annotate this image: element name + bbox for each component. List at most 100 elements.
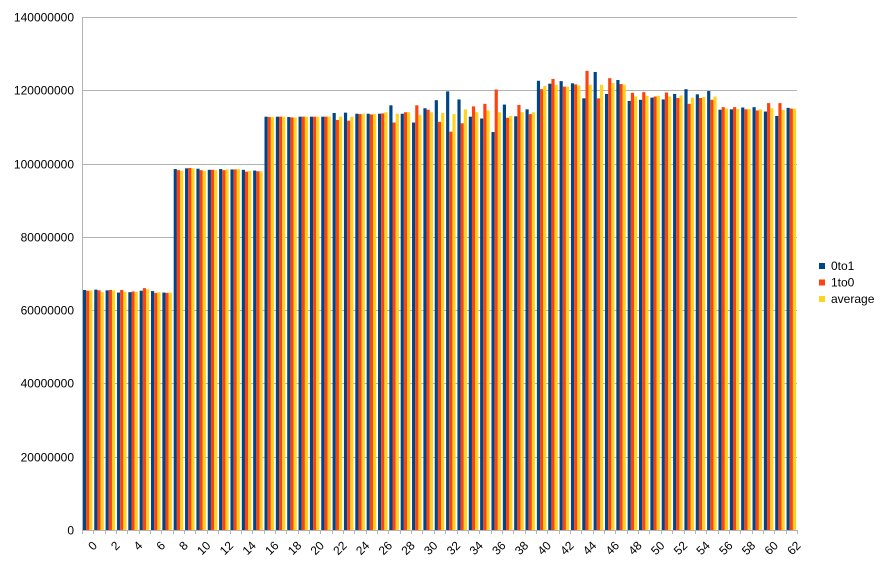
bars xyxy=(82,70,797,531)
bar-0to1-1 xyxy=(94,289,98,530)
x-tick-label: 38 xyxy=(512,538,532,558)
bar-1to0-62 xyxy=(789,108,793,530)
bar-1to0-60 xyxy=(767,103,771,530)
y-tick-label: 80000000 xyxy=(21,231,75,245)
bar-1to0-23 xyxy=(347,120,351,531)
bar-0to1-16 xyxy=(264,116,268,530)
bar-0to1-4 xyxy=(128,292,132,530)
bar-average-48 xyxy=(634,96,638,530)
bar-1to0-15 xyxy=(256,171,260,531)
bar-average-54 xyxy=(702,96,706,530)
x-tick-label: 10 xyxy=(194,538,214,558)
x-tick-label: 46 xyxy=(603,538,623,558)
bar-0to1-24 xyxy=(355,113,359,530)
bar-0to1-0 xyxy=(82,289,87,530)
bar-average-18 xyxy=(293,117,297,530)
bar-0to1-53 xyxy=(684,89,688,530)
bar-1to0-48 xyxy=(630,92,635,531)
bar-average-3 xyxy=(123,291,127,530)
bar-average-50 xyxy=(656,95,660,531)
bar-0to1-59 xyxy=(752,107,756,531)
x-tick-label: 52 xyxy=(671,538,691,558)
bar-average-58 xyxy=(747,108,751,530)
x-tick-label: 6 xyxy=(153,538,168,553)
bar-1to0-13 xyxy=(233,169,237,531)
bar-average-42 xyxy=(565,86,570,530)
bar-0to1-32 xyxy=(446,91,450,530)
bar-average-1 xyxy=(100,292,104,530)
x-tick-label: 16 xyxy=(262,538,282,558)
bar-average-13 xyxy=(236,169,240,530)
bar-average-9 xyxy=(191,168,195,530)
bar-average-40 xyxy=(543,85,547,530)
bar-1to0-29 xyxy=(415,105,419,530)
bar-1to0-51 xyxy=(664,92,669,530)
bar-1to0-53 xyxy=(687,103,691,531)
bar-average-29 xyxy=(418,114,422,530)
x-tick-label: 28 xyxy=(398,538,418,558)
bar-0to1-3 xyxy=(116,292,121,530)
bar-average-37 xyxy=(509,115,513,530)
bar-0to1-17 xyxy=(275,116,280,530)
bar-0to1-46 xyxy=(604,93,609,530)
bar-1to0-55 xyxy=(710,99,714,530)
bar-1to0-7 xyxy=(165,292,169,530)
x-tick-label: 0 xyxy=(85,538,100,553)
bar-average-41 xyxy=(554,84,558,531)
bar-0to1-52 xyxy=(673,93,677,530)
bar-0to1-29 xyxy=(412,122,416,530)
bar-1to0-41 xyxy=(551,78,555,531)
bar-0to1-25 xyxy=(366,113,370,530)
bar-1to0-27 xyxy=(392,122,396,530)
y-tick-label: 20000000 xyxy=(21,451,75,465)
bar-0to1-20 xyxy=(309,116,314,530)
bar-0to1-11 xyxy=(207,169,211,530)
bar-0to1-21 xyxy=(321,116,325,530)
bar-average-16 xyxy=(270,117,275,530)
bar-1to0-43 xyxy=(574,84,578,531)
bar-average-30 xyxy=(429,112,433,531)
x-tick-label: 34 xyxy=(467,538,487,558)
bar-average-17 xyxy=(282,116,286,530)
bar-average-34 xyxy=(475,112,479,531)
bar-1to0-58 xyxy=(744,109,748,530)
bar-1to0-44 xyxy=(585,70,589,531)
y-tick-label: 120000000 xyxy=(14,84,74,98)
bar-average-61 xyxy=(781,110,785,530)
x-tick-label: 54 xyxy=(694,538,714,558)
bar-0to1-42 xyxy=(559,81,563,530)
bar-average-11 xyxy=(214,170,218,530)
bar-average-45 xyxy=(599,84,604,531)
bar-average-0 xyxy=(89,290,93,530)
bar-1to0-38 xyxy=(517,104,521,530)
bar-average-25 xyxy=(372,114,377,530)
x-tick-label: 14 xyxy=(240,538,260,558)
bar-0to1-36 xyxy=(491,132,495,530)
bar-average-55 xyxy=(713,96,717,530)
bar-average-53 xyxy=(690,97,694,530)
bar-0to1-55 xyxy=(707,91,711,531)
legend-label-0to1: 0to1 xyxy=(831,259,855,273)
legend-label-1to0: 1to0 xyxy=(831,276,855,290)
bar-1to0-40 xyxy=(540,89,544,530)
bar-average-23 xyxy=(350,116,354,530)
legend-label-average: average xyxy=(831,292,875,306)
bar-0to1-18 xyxy=(287,117,291,530)
bar-0to1-23 xyxy=(343,112,348,531)
x-tick-label: 24 xyxy=(353,538,373,558)
bar-average-7 xyxy=(168,292,172,530)
bar-1to0-0 xyxy=(86,290,90,530)
bar-1to0-57 xyxy=(732,107,737,531)
x-tick-label: 60 xyxy=(762,538,782,558)
bar-0to1-44 xyxy=(582,98,586,531)
x-tick-label: 26 xyxy=(376,538,396,558)
bar-0to1-30 xyxy=(423,108,427,530)
bar-1to0-50 xyxy=(653,96,657,530)
bar-average-8 xyxy=(180,170,184,530)
bar-average-56 xyxy=(724,108,728,530)
x-tick-label: 36 xyxy=(489,538,509,558)
bar-0to1-5 xyxy=(139,290,143,530)
x-tick-label: 48 xyxy=(625,538,645,558)
bar-0to1-61 xyxy=(775,115,779,530)
bar-average-33 xyxy=(463,109,467,530)
